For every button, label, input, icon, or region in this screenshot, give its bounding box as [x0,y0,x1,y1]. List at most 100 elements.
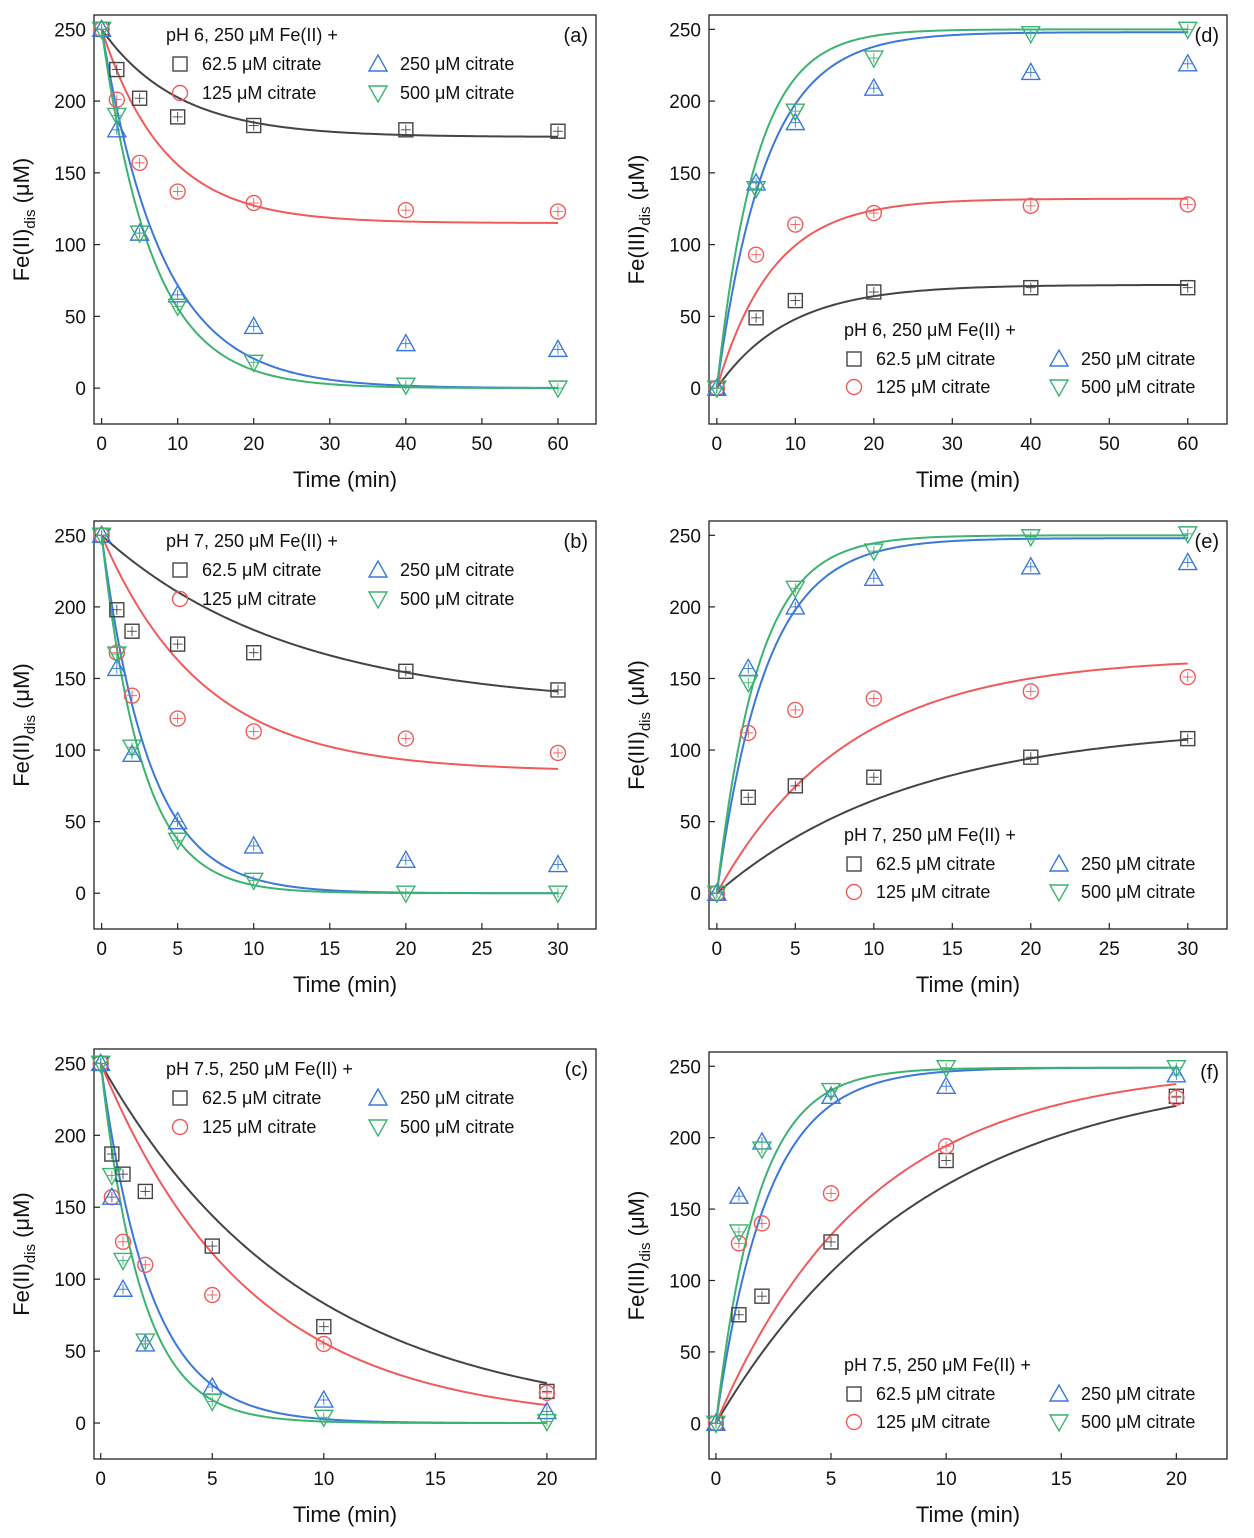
y-tick-label: 250 [54,1054,86,1075]
fit-curve [100,534,559,693]
y-tick-label: 100 [54,741,86,762]
y-axis-title-unit: (μM) [9,663,34,715]
panel-label: (a) [564,25,588,47]
data-point [395,885,417,904]
y-tick-label: 50 [65,813,86,834]
x-tick-label: 30 [319,434,340,455]
legend-marker [367,53,389,72]
x-tick-label: 20 [243,434,264,455]
data-point [123,687,141,704]
data-point [538,1384,556,1402]
y-tick-label: 0 [690,884,701,905]
y-tick-label: 250 [669,20,701,41]
legend-marker [1048,1414,1070,1433]
x-tick-label: 50 [1099,434,1120,455]
y-axis-title-subscript: dis [22,1244,39,1263]
data-point [313,1409,335,1428]
data-point [728,1185,750,1204]
y-axis-title-main: Fe(II) [9,229,34,282]
data-point [740,724,757,742]
data-point [866,769,882,785]
y-tick-label: 150 [669,669,701,690]
data-point [167,811,188,830]
data-point [1179,196,1196,213]
data-point [106,107,128,126]
y-tick-label: 200 [54,598,86,619]
x-tick-label: 5 [826,1469,837,1490]
data-point [245,723,262,740]
y-tick-label: 50 [65,307,86,328]
legend-marker [1048,379,1070,398]
y-tick-label: 150 [669,1200,701,1221]
y-axis-title-subscript: dis [637,206,654,225]
data-point [204,1286,221,1304]
legend-marker [171,84,189,102]
panel-label: (f) [1200,1062,1219,1084]
y-tick-label: 0 [75,884,86,905]
legend-marker [845,378,863,396]
y-tick-label: 100 [669,1271,701,1292]
y-axis-title-main: Fe(II) [9,734,34,787]
data-point [820,1082,842,1101]
legend-marker [367,85,389,104]
x-tick-label: 15 [425,1469,446,1490]
legend-label: 250 μM citrate [400,560,514,580]
x-tick-label: 20 [863,434,884,455]
x-tick-label: 30 [547,939,568,960]
legend-label: 500 μM citrate [400,1117,514,1137]
x-tick-label: 20 [536,1469,557,1490]
data-point [823,1234,839,1250]
data-point [785,112,806,131]
y-tick-label: 250 [669,1057,701,1078]
data-point [135,1333,156,1352]
y-tick-label: 50 [65,1342,86,1363]
data-point [1177,526,1198,545]
y-tick-label: 50 [680,307,701,328]
y-tick-label: 100 [54,1270,86,1291]
data-point [109,602,125,618]
x-axis-title: Time (min) [916,1502,1020,1527]
legend-title: pH 7.5, 250 μM Fe(II) + [844,1355,1031,1375]
x-tick-label: 25 [471,939,492,960]
data-point [1177,53,1198,72]
data-point [315,1335,333,1353]
legend-marker [846,1386,862,1402]
data-point [935,1075,957,1094]
data-point [129,222,150,241]
fit-curve [100,534,558,770]
panel-label: (d) [1195,25,1219,47]
data-point [169,636,186,652]
data-point [728,1224,750,1243]
x-tick-label: 15 [1051,1469,1072,1490]
legend-label: 500 μM citrate [1081,377,1195,397]
data-point [90,1055,111,1074]
y-axis-title-subscript: dis [637,1242,654,1261]
data-point [245,194,262,212]
x-tick-label: 5 [207,1469,218,1490]
y-tick-label: 200 [669,92,701,113]
data-point [129,225,150,244]
legend-marker [1048,1383,1070,1402]
data-point [1166,1064,1187,1083]
legend-label: 125 μM citrate [876,1412,990,1432]
data-point [787,216,804,233]
chart-panel-a: 0 10 20 30 40 50 60 0 50 100 150 200 250 Time (min) Fe… [9,14,597,492]
data-point [937,1138,955,1155]
fit-curve [715,197,1188,389]
x-tick-label: 30 [942,434,963,455]
data-point [753,1215,771,1232]
data-point [748,310,764,326]
data-point [865,690,883,707]
legend-label: 250 μM citrate [1081,854,1195,874]
x-tick-label: 10 [785,434,806,455]
x-tick-label: 15 [319,939,340,960]
data-point [313,1389,335,1408]
x-tick-label: 0 [711,1469,722,1490]
legend-label: 250 μM citrate [400,1088,514,1108]
legend-label: 500 μM citrate [1081,1412,1195,1432]
data-point [91,18,112,38]
data-point [246,117,262,134]
y-tick-label: 50 [680,1343,701,1364]
